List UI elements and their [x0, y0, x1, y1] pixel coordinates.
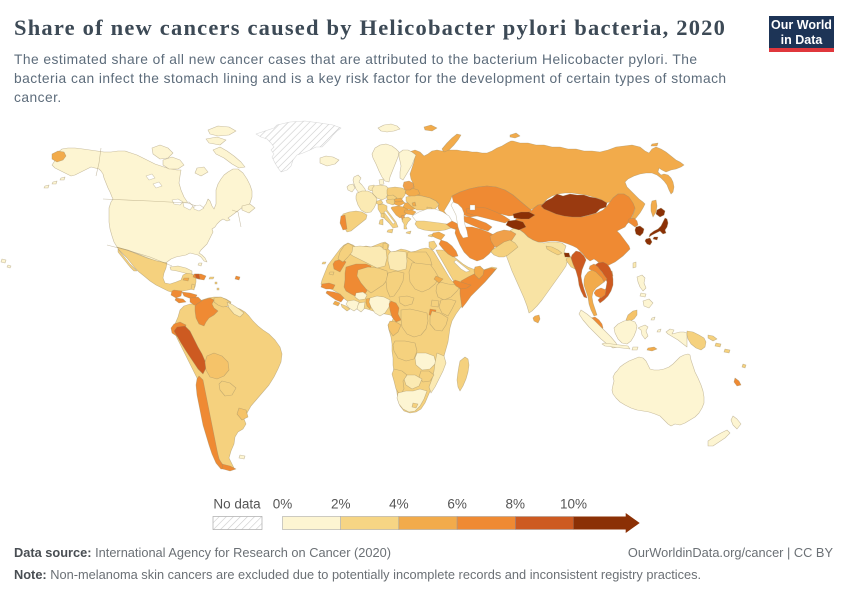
- svg-text:0%: 0%: [273, 497, 293, 512]
- svg-text:2%: 2%: [331, 497, 351, 512]
- svg-text:8%: 8%: [506, 497, 526, 512]
- svg-text:10%: 10%: [560, 497, 587, 512]
- svg-text:4%: 4%: [389, 497, 409, 512]
- svg-text:No data: No data: [213, 497, 261, 512]
- svg-text:6%: 6%: [447, 497, 467, 512]
